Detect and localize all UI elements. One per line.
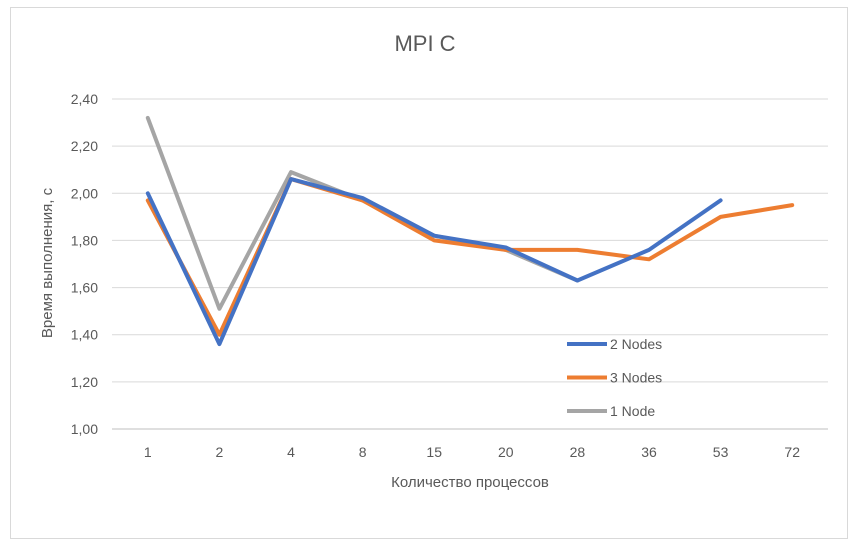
- x-tick-label: 28: [570, 444, 586, 460]
- y-tick-label: 2,40: [71, 91, 98, 107]
- grid-lines: [112, 98, 828, 430]
- x-tick-label: 8: [359, 444, 367, 460]
- legend-entry: 2 Nodes: [610, 336, 662, 352]
- y-tick-label: 2,20: [71, 138, 98, 154]
- y-tick-label: 1,80: [71, 232, 98, 248]
- x-tick-label: 20: [498, 444, 514, 460]
- x-axis-label: Количество процессов: [391, 474, 549, 491]
- y-tick-label: 1,20: [71, 374, 98, 390]
- y-tick-label: 1,40: [71, 327, 98, 343]
- y-tick-label: 1,00: [71, 421, 98, 437]
- legend: 2 Nodes 3 Nodes 1 Node: [567, 336, 662, 419]
- x-tick-label: 4: [287, 444, 295, 460]
- series-lines: [145, 115, 795, 347]
- y-axis-ticks: 1,00 1,20 1,40 1,60 1,80 2,00 2,20 2,40: [71, 91, 98, 437]
- x-tick-label: 1: [144, 444, 152, 460]
- x-tick-label: 15: [426, 444, 442, 460]
- chart-title: MPI C: [394, 31, 455, 56]
- x-axis-ticks: 1 2 4 8 15 20 28 36 53 72: [144, 444, 800, 460]
- legend-entry: 1 Node: [610, 403, 655, 419]
- x-tick-label: 53: [713, 444, 729, 460]
- chart-frame: [10, 7, 848, 539]
- legend-entry: 3 Nodes: [610, 370, 662, 386]
- y-tick-label: 2,00: [71, 185, 98, 201]
- x-tick-label: 2: [216, 444, 224, 460]
- x-tick-label: 72: [784, 444, 800, 460]
- x-tick-label: 36: [641, 444, 657, 460]
- y-tick-label: 1,60: [71, 280, 98, 296]
- series-line-2-nodes: [145, 177, 723, 347]
- y-axis-label: Время выполнения, с: [39, 187, 56, 338]
